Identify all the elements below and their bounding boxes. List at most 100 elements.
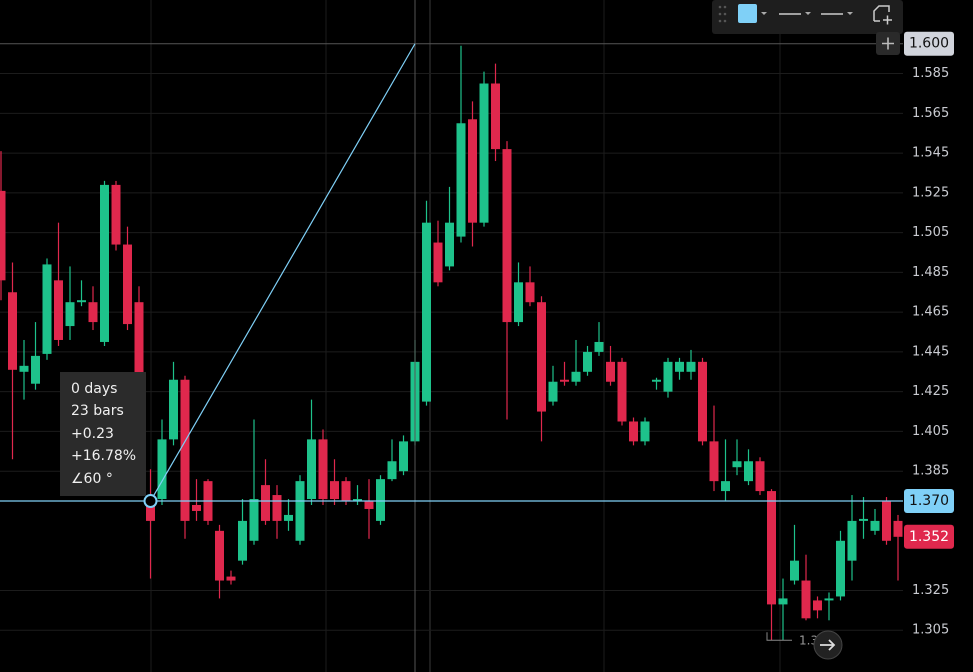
end-price-badge: 1.600	[909, 36, 949, 52]
candle-body	[249, 499, 259, 541]
candle-body	[468, 119, 477, 223]
candle-body	[88, 302, 98, 323]
candle-body	[77, 300, 86, 303]
start-price-badge: 1.370	[909, 493, 949, 509]
candle-body	[560, 379, 569, 382]
candle-body	[790, 560, 799, 581]
scroll-button[interactable]	[813, 630, 843, 660]
y-tick-label: 1.385	[912, 464, 949, 479]
candle-body	[824, 598, 834, 601]
tooltip-percent: +16.78%	[71, 448, 136, 464]
candle-body	[330, 481, 339, 500]
y-tick-label: 1.305	[912, 623, 949, 638]
y-tick-label: 1.525	[912, 185, 949, 200]
candle-body	[65, 302, 75, 327]
dropdown-arrow[interactable]	[761, 12, 767, 15]
candle-body	[353, 499, 362, 502]
trend-line	[149, 43, 416, 502]
candle-body	[376, 479, 385, 521]
candle-body	[123, 244, 132, 325]
y-tick-label: 1.445	[912, 344, 949, 359]
add-button[interactable]	[876, 32, 900, 55]
candle-body	[433, 242, 443, 283]
candle-body	[422, 222, 431, 402]
tooltip-change: +0.23	[71, 426, 114, 442]
candle-body	[525, 282, 535, 303]
candle-body	[284, 514, 293, 521]
candle-body	[364, 501, 374, 509]
candle-body	[111, 184, 121, 245]
tooltip-box	[60, 372, 146, 496]
candle-body	[606, 361, 615, 382]
y-tick-label: 1.485	[912, 265, 949, 280]
candle-body	[399, 441, 408, 472]
candle-body	[341, 481, 351, 502]
candle-body	[847, 520, 857, 561]
template-icon[interactable]	[873, 5, 892, 25]
candle-body	[548, 381, 558, 402]
candle-body	[502, 149, 512, 323]
y-tick-label: 1.565	[912, 106, 949, 121]
low-marker-bracket	[766, 632, 792, 641]
candle-body	[836, 540, 845, 597]
tooltip-days: 0 days	[71, 381, 117, 397]
candle-body	[134, 302, 144, 386]
candle-body	[767, 491, 776, 605]
dropdown-arrow[interactable]	[805, 12, 811, 15]
candle-body	[295, 481, 305, 541]
candle-body	[537, 302, 546, 412]
candle-body	[813, 600, 822, 611]
candle-body	[169, 379, 178, 440]
candle-body	[629, 421, 638, 442]
candle-body	[893, 520, 903, 537]
candle-body	[272, 495, 282, 521]
dropdown-arrow[interactable]	[847, 12, 853, 15]
candle-body	[180, 379, 190, 521]
candle-body	[652, 379, 661, 382]
candle-body	[882, 501, 891, 541]
last-price-badge: 1.352	[909, 529, 949, 545]
end-price-badge-bg	[904, 31, 954, 56]
start-price-badge-bg	[904, 489, 954, 514]
candle-body	[594, 341, 604, 352]
candle-body	[318, 439, 328, 500]
candle-body	[146, 499, 155, 521]
candle-body	[663, 361, 673, 392]
last-price-badge-bg	[904, 524, 954, 549]
candle-body	[42, 264, 52, 354]
y-tick-label: 1.405	[912, 424, 949, 439]
overlay: 1.300	[0, 0, 903, 672]
candle-body	[640, 421, 650, 442]
y-tick-label: 1.465	[912, 305, 949, 320]
drag-handle	[718, 5, 727, 23]
candle-body	[445, 222, 454, 267]
candle-body	[617, 361, 627, 422]
candle-body	[192, 504, 201, 511]
candle-body	[686, 361, 696, 372]
candle-body	[514, 282, 523, 323]
candle-body	[583, 351, 592, 372]
anchor-point	[143, 494, 158, 509]
drawing-toolbar	[712, 0, 903, 34]
candle-body	[721, 481, 730, 492]
arrow-icon[interactable]	[820, 639, 836, 651]
y-tick-label: 1.545	[912, 146, 949, 161]
tooltip-bars: 23 bars	[71, 403, 124, 419]
candle-body	[54, 280, 63, 340]
candle-body	[387, 461, 397, 480]
candle-body	[100, 184, 109, 342]
candle-body	[261, 485, 270, 521]
candle-body	[675, 361, 684, 372]
candle-body	[456, 123, 466, 237]
candle-body	[238, 520, 247, 561]
candle-body	[709, 441, 719, 482]
tooltip-angle: ∠60 °	[71, 471, 113, 487]
plus-icon[interactable]	[882, 37, 894, 50]
candle-body	[226, 576, 236, 581]
candle-body	[479, 83, 489, 223]
color-swatch[interactable]	[738, 4, 757, 23]
candle-body	[0, 190, 6, 281]
y-tick-label: 1.325	[912, 583, 949, 598]
candle-body	[698, 361, 707, 442]
